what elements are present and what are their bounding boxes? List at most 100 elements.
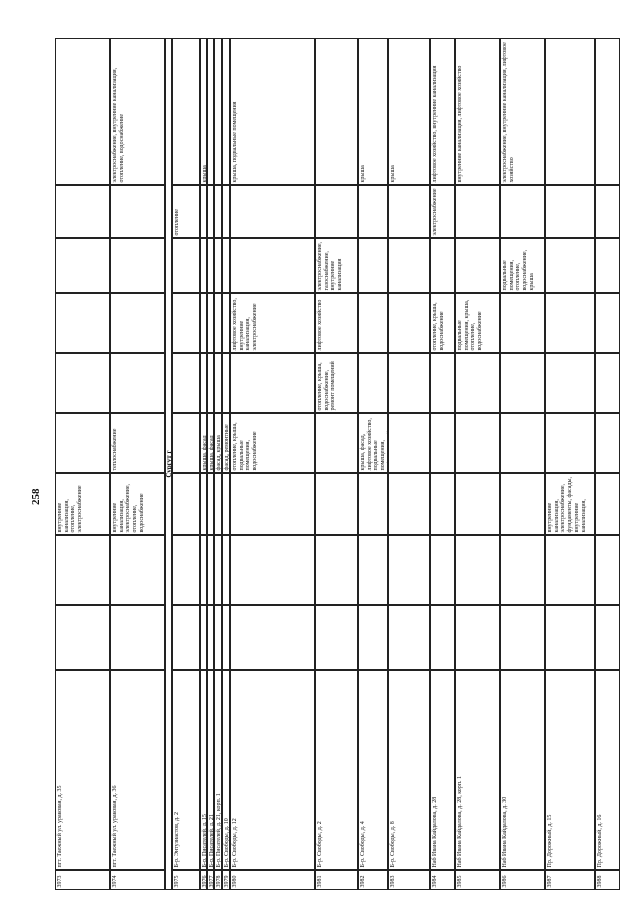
row-number: 3980	[230, 870, 315, 890]
empty-cell	[595, 413, 620, 473]
empty-cell	[315, 535, 358, 605]
empty-cell	[110, 185, 165, 238]
empty-cell	[207, 185, 214, 238]
empty-cell	[545, 185, 595, 238]
address: Б-р. Свободы, д. 10	[222, 670, 230, 870]
work-cell: крыша, фасад	[207, 413, 214, 473]
empty-cell	[455, 353, 500, 413]
empty-cell	[388, 605, 430, 670]
empty-cell	[500, 353, 545, 413]
empty-cell	[172, 238, 200, 293]
empty-cell	[200, 473, 207, 535]
work-cell: электроснабжение, газоснабжение, внутрен…	[315, 238, 358, 293]
empty-cell	[222, 605, 230, 670]
empty-cell	[315, 605, 358, 670]
empty-cell	[358, 293, 388, 353]
empty-cell	[358, 473, 388, 535]
empty-cell	[358, 605, 388, 670]
work-cell: подвальные помещения, отопление, водосна…	[500, 238, 545, 293]
empty-cell	[545, 293, 595, 353]
empty-cell	[207, 38, 214, 185]
empty-cell	[172, 293, 200, 353]
empty-cell	[214, 353, 222, 413]
empty-cell	[207, 473, 214, 535]
work-cell: внутренние канализация, лифтовое хозяйст…	[455, 38, 500, 185]
work-cell: лифтовое хозяйство, внутренние канализац…	[430, 38, 455, 185]
empty-cell	[595, 473, 620, 535]
empty-cell	[388, 238, 430, 293]
work-cell: электроснабжение, внутренние канализация…	[500, 38, 545, 185]
work-cell: внутренние канализация, электроснабжение…	[545, 473, 595, 535]
work-cell: крыша	[358, 38, 388, 185]
empty-cell	[230, 535, 315, 605]
page-number: 258	[30, 488, 42, 506]
empty-cell	[230, 238, 315, 293]
empty-cell	[455, 413, 500, 473]
row-number: 3985	[455, 870, 500, 890]
row-number: 3975	[172, 870, 200, 890]
empty-cell	[172, 535, 200, 605]
address: Наб Ивана Кайдалова, д. 28	[430, 670, 455, 870]
empty-cell	[430, 473, 455, 535]
work-cell: электроснабжение	[430, 185, 455, 238]
empty-cell	[200, 605, 207, 670]
row-number: 3986	[500, 870, 545, 890]
empty-cell	[455, 605, 500, 670]
empty-cell	[545, 535, 595, 605]
empty-cell	[500, 535, 545, 605]
empty-cell	[455, 473, 500, 535]
empty-cell	[595, 353, 620, 413]
empty-cell	[214, 38, 222, 185]
empty-cell	[110, 238, 165, 293]
empty-cell	[315, 413, 358, 473]
empty-cell	[315, 38, 358, 185]
empty-cell	[214, 473, 222, 535]
address: Б-р. Свободы, д. 2	[315, 670, 358, 870]
empty-cell	[545, 238, 595, 293]
work-cell: внутренние канализация, электроснабжение…	[110, 473, 165, 535]
work-cell: крыша, подвальные помещения	[230, 38, 315, 185]
work-cell: электроснабжение, внутренние канализация…	[110, 38, 165, 185]
empty-cell	[455, 238, 500, 293]
work-cell: отопление, крыша, водоснабжение	[430, 293, 455, 353]
empty-cell	[230, 473, 315, 535]
empty-cell	[222, 353, 230, 413]
row-number: 3979	[222, 870, 230, 890]
empty-cell	[214, 605, 222, 670]
empty-cell	[388, 473, 430, 535]
empty-cell	[455, 185, 500, 238]
work-cell: крыша	[388, 38, 430, 185]
empty-cell	[388, 185, 430, 238]
empty-cell	[207, 535, 214, 605]
row-number: 3976	[200, 870, 207, 890]
empty-cell	[455, 535, 500, 605]
address: Б-р. Свободы, д. 8	[388, 670, 430, 870]
empty-cell	[545, 353, 595, 413]
work-cell: крыша, фасад	[200, 413, 207, 473]
section-row: Сургут г	[165, 38, 173, 890]
empty-cell	[55, 185, 110, 238]
empty-cell	[500, 185, 545, 238]
empty-cell	[500, 605, 545, 670]
row-number: 3974	[110, 870, 165, 890]
address: Б-р. Писателей, д. 21	[207, 670, 214, 870]
empty-cell	[207, 238, 214, 293]
empty-cell	[388, 413, 430, 473]
address: Б-р. Свободы, д. 12	[230, 670, 315, 870]
empty-cell	[595, 238, 620, 293]
address: пгт. Таежный ул. ураковая, д. 36	[110, 670, 165, 870]
empty-cell	[430, 605, 455, 670]
empty-cell	[55, 238, 110, 293]
empty-cell	[214, 293, 222, 353]
empty-cell	[55, 353, 110, 413]
empty-cell	[55, 293, 110, 353]
empty-cell	[222, 535, 230, 605]
work-cell: фасад, крыша	[214, 413, 222, 473]
empty-cell	[222, 473, 230, 535]
empty-cell	[358, 353, 388, 413]
empty-cell	[500, 293, 545, 353]
empty-cell	[430, 238, 455, 293]
address: Б-р. Свободы, д. 4	[358, 670, 388, 870]
empty-cell	[388, 535, 430, 605]
